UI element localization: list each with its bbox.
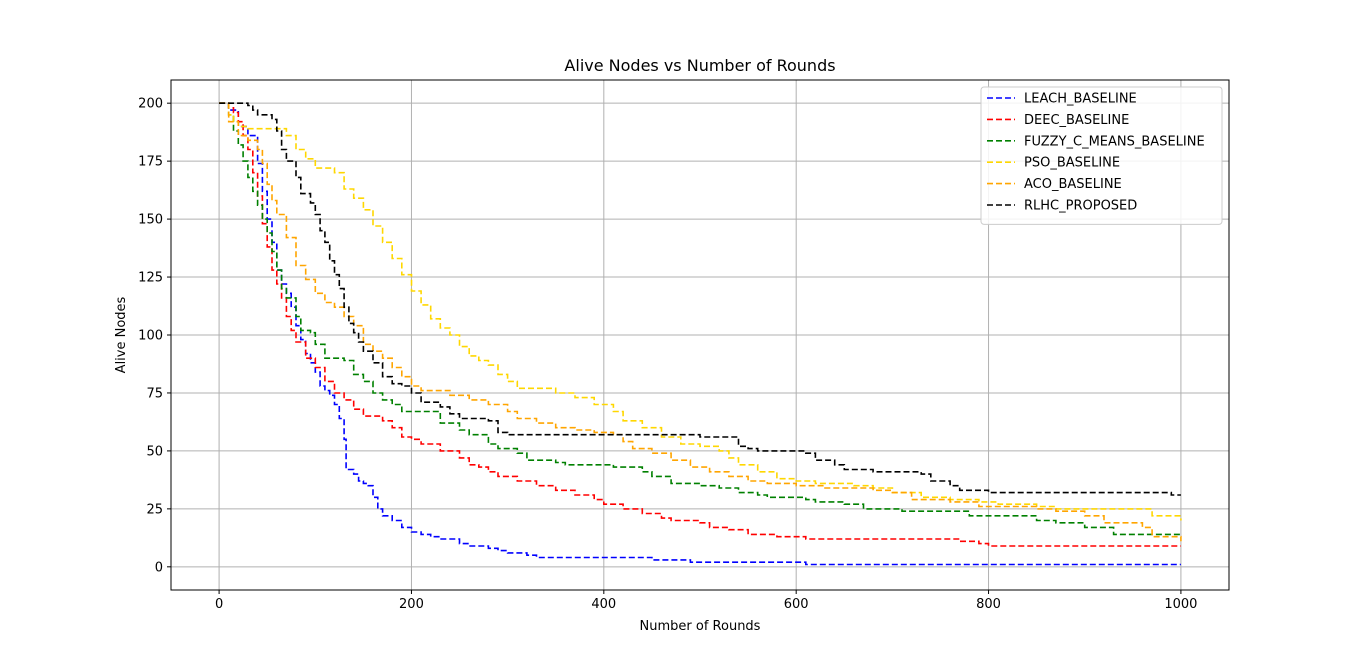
legend-entry-label: FUZZY_C_MEANS_BASELINE — [1024, 134, 1205, 149]
legend-entry-label: ACO_BASELINE — [1024, 177, 1122, 192]
y-tick-label: 150 — [138, 213, 163, 228]
x-tick-label: 800 — [976, 597, 1001, 612]
series-line-rlhc-proposed — [219, 102, 1181, 496]
legend: LEACH_BASELINE DEEC_BASELINE FUZZY_C_MEANS… — [980, 86, 1223, 225]
series-line-fuzzy-c-means-baseline — [219, 102, 1181, 536]
x-tick-label: 0 — [215, 597, 223, 612]
series-lines — [219, 102, 1182, 566]
y-tick-label: 75 — [146, 386, 163, 401]
y-tick-label: 125 — [138, 271, 163, 286]
x-tick-label: 400 — [591, 597, 616, 612]
x-tick-label: 600 — [784, 597, 809, 612]
x-axis-label: Number of Rounds — [640, 619, 761, 634]
x-tick-label: 1000 — [1164, 597, 1197, 612]
grid — [171, 80, 1229, 590]
y-tick-label: 50 — [146, 444, 163, 459]
axis-ticks: 0 200 400 600 800 1000 0 25 50 75 100 125 150 175 200 — [138, 97, 1197, 612]
series-line-aco-baseline — [219, 102, 1182, 542]
y-axis-label: Alive Nodes — [114, 296, 129, 373]
x-tick-label: 200 — [399, 597, 424, 612]
legend-box — [980, 86, 1223, 225]
chart-title: Alive Nodes vs Number of Rounds — [564, 56, 835, 75]
legend-entry-label: LEACH_BASELINE — [1024, 92, 1137, 107]
y-tick-label: 175 — [138, 155, 163, 170]
y-tick-label: 0 — [155, 560, 163, 575]
y-tick-label: 25 — [146, 502, 163, 517]
legend-entry-label: DEEC_BASELINE — [1024, 113, 1129, 128]
y-tick-label: 100 — [138, 329, 163, 344]
legend-entry-label: PSO_BASELINE — [1024, 156, 1120, 171]
series-line-deec-baseline — [219, 102, 1181, 547]
series-line-pso-baseline — [219, 102, 1182, 521]
y-tick-label: 200 — [138, 97, 163, 112]
legend-entry-label: RLHC_PROPOSED — [1024, 199, 1137, 214]
